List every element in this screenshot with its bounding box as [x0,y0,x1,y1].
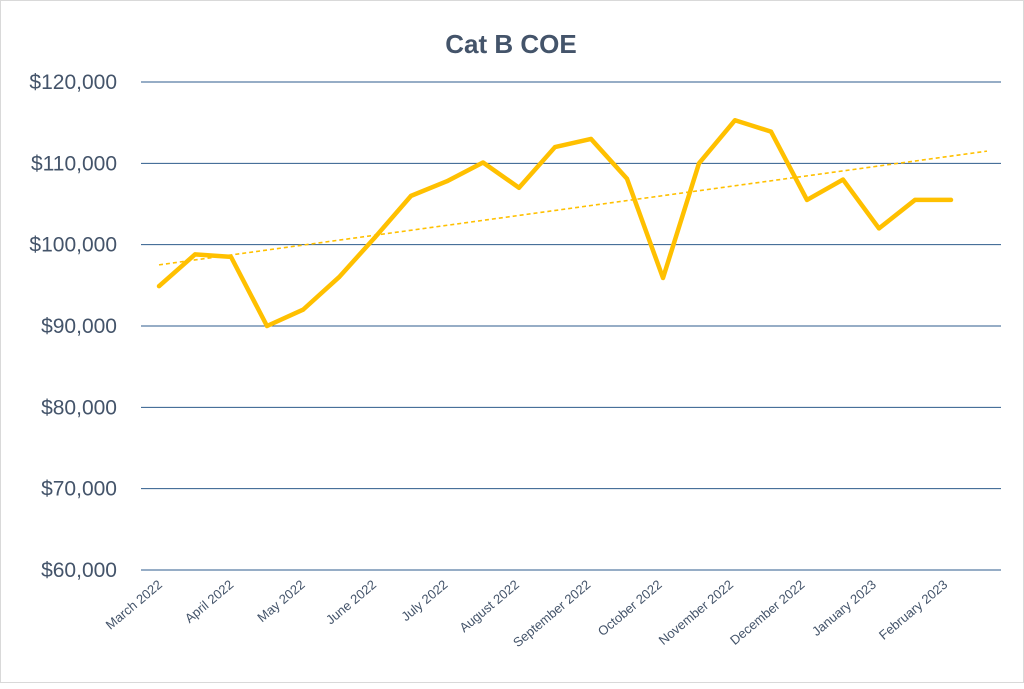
x-tick-label: September 2022 [510,577,593,650]
data-point [157,284,161,289]
data-point [481,160,485,165]
data-point [517,185,521,190]
data-point [625,176,629,181]
y-tick-label: $110,000 [31,152,117,175]
data-point [265,324,269,328]
data-point [841,177,845,182]
y-tick-label: $80,000 [41,396,117,419]
data-point [877,226,881,231]
x-tick-label: November 2022 [656,577,737,648]
x-tick-label: May 2022 [254,577,307,625]
y-tick-label: $90,000 [41,315,117,338]
series-line [156,117,954,329]
y-tick-label: $100,000 [29,234,117,257]
data-point [769,129,773,134]
gridlines [141,81,1001,571]
data-point [229,254,233,259]
x-axis-tick-labels: March 2022 April 2022 May 2022 June 2022 Jul… [103,577,951,650]
data-point [193,252,197,257]
y-tick-label: $120,000 [29,71,117,94]
x-tick-label: February 2023 [876,577,950,643]
data-point [805,197,809,202]
x-tick-label: April 2022 [182,577,236,626]
data-point [589,136,593,141]
data-point [913,197,917,202]
data-point [697,161,701,166]
trendline [158,150,988,266]
trendline-group [158,150,988,266]
x-tick-label: January 2023 [809,577,879,639]
data-point [337,275,341,280]
x-tick-label: August 2022 [456,577,522,635]
data-point [301,307,305,312]
x-tick-label: December 2022 [727,577,808,648]
x-tick-label: October 2022 [595,577,665,639]
x-tick-label: July 2022 [398,577,450,624]
data-point [661,276,665,281]
y-tick-label: $70,000 [41,478,117,501]
data-point [409,193,413,198]
data-point [373,235,377,240]
data-point [733,118,737,123]
data-point [445,179,449,184]
x-tick-label: June 2022 [323,577,379,628]
y-tick-label: $60,000 [41,559,117,582]
chart-title: Cat B COE [445,29,576,59]
x-tick-label: March 2022 [103,577,165,633]
data-point [553,145,557,150]
series-group [156,117,954,329]
data-point [949,197,953,202]
y-axis-tick-labels: $60,000 $70,000 $80,000 $90,000 $100,000 $110… [29,71,117,582]
